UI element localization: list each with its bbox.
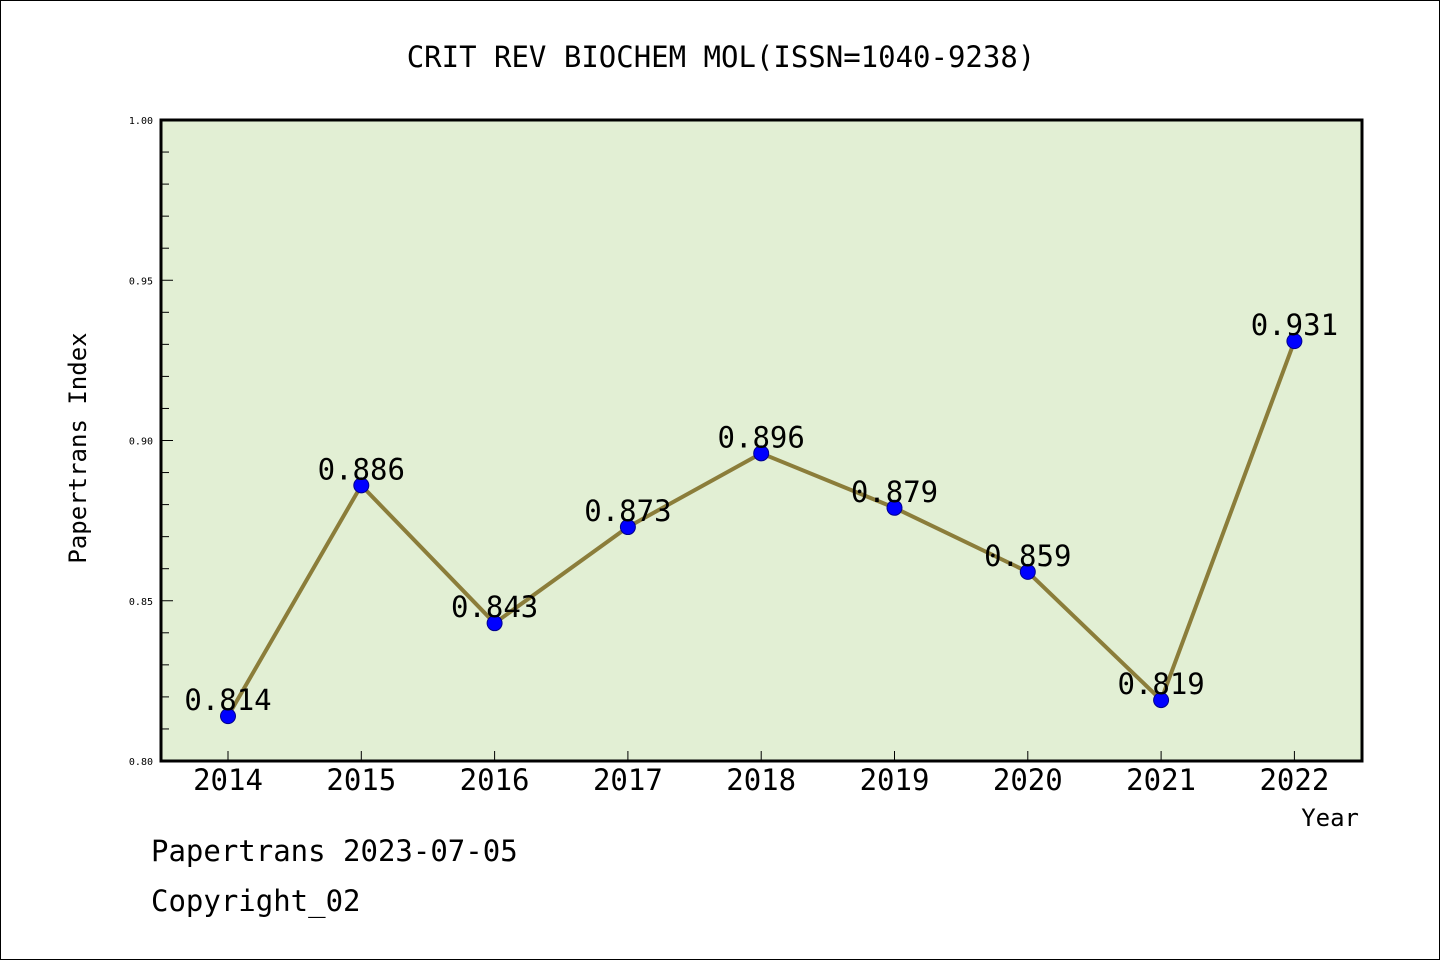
data-label: 0.886 [318,452,405,486]
y-tick-label: 0.90 [129,437,153,448]
x-axis-ticks: 2014 2015 2016 2017 2018 2019 2020 2021 2022 [193,751,1329,797]
x-tick-label: 2019 [860,763,930,797]
data-label: 0.879 [851,475,938,509]
x-tick-label: 2022 [1259,763,1329,797]
plot-area [161,120,1362,761]
data-point [753,445,770,462]
y-tick-label: 0.85 [129,597,153,608]
data-label: 0.896 [718,420,805,454]
plot-border [159,118,1364,763]
data-point [1153,692,1170,709]
x-tick-label: 2015 [326,763,396,797]
x-tick-label: 2018 [726,763,796,797]
x-tick-label: 2021 [1126,763,1196,797]
y-tick-label: 1.00 [129,116,153,127]
x-tick-label: 2017 [593,763,663,797]
data-point [220,708,236,725]
data-point [619,519,636,536]
x-tick-label: 2020 [993,763,1063,797]
data-label: 0.814 [184,683,271,717]
footer-date-text: Papertrans 2023-07-05 [151,834,518,868]
data-point [886,499,903,516]
data-labels: 0.814 0.886 0.843 0.873 0.896 0.879 0.859 0.819… [184,308,1338,717]
data-label: 0.873 [584,494,671,528]
data-point [1019,563,1036,580]
footer-copyright-text: Copyright_02 [151,884,361,918]
chart-title: CRIT REV BIOCHEM MOL(ISSN=1040-9238) [407,40,1036,74]
y-axis-label: Papertrans Index [64,332,92,563]
data-point [486,615,503,632]
data-label: 0.819 [1117,667,1204,701]
data-label: 0.931 [1251,308,1338,342]
x-tick-label: 2016 [460,763,530,797]
series-group [220,333,1303,725]
x-axis-label: Year [1301,804,1359,832]
data-label: 0.843 [451,590,538,624]
data-label: 0.859 [984,539,1071,573]
data-point [353,477,370,494]
x-tick-label: 2014 [193,763,263,797]
y-tick-label: 0.95 [129,276,153,287]
data-point [1286,333,1303,350]
y-tick-label: 0.80 [129,757,153,768]
